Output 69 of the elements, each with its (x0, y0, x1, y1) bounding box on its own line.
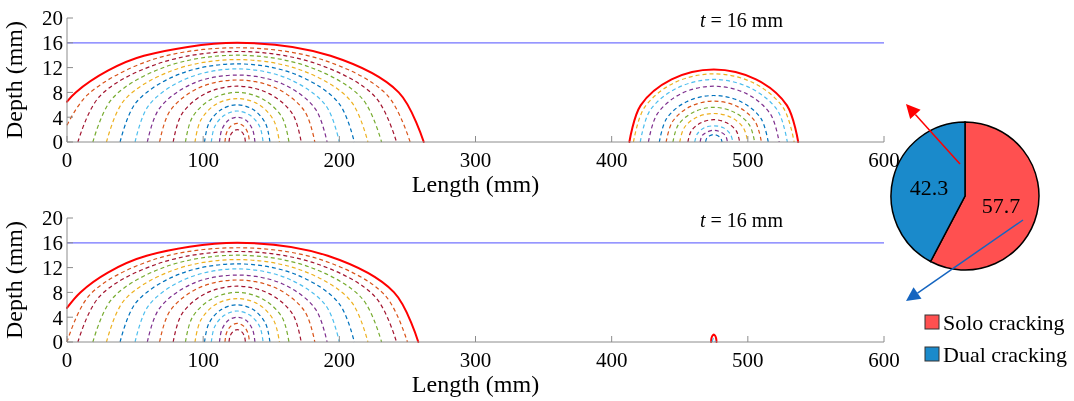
line-series (218, 116, 256, 143)
y-tick-label: 8 (52, 280, 63, 305)
x-axis-title: Length (mm) (411, 371, 540, 397)
x-tick-label: 100 (187, 148, 219, 172)
line-series (639, 78, 788, 143)
x-tick-label: 100 (187, 348, 219, 372)
line-series (134, 268, 340, 343)
y-tick-label: 4 (52, 105, 64, 130)
data-label: 57.7 (981, 192, 1021, 218)
line-series (679, 112, 749, 143)
x-tick-label: 600 (868, 148, 900, 172)
annotation: t = 16 mm (700, 9, 784, 31)
line-series (119, 263, 355, 343)
y-tick-label: 16 (42, 231, 63, 256)
line-series (172, 85, 302, 143)
x-tick-label: 400 (595, 148, 628, 172)
y-tick-label: 0 (52, 130, 63, 155)
x-tick-label: 500 (732, 148, 764, 172)
y-tick-label: 4 (52, 305, 64, 330)
y-axis-title: Depth (mm) (1, 21, 27, 139)
x-tick-label: 300 (459, 348, 492, 372)
line-series (172, 285, 302, 343)
data-label: 42.3 (909, 174, 949, 200)
line-series (119, 63, 355, 143)
line-series (158, 79, 316, 143)
line-series (224, 122, 251, 143)
x-tick-label: 200 (323, 148, 356, 172)
line-series (218, 316, 256, 343)
line-series (228, 129, 246, 143)
line-series (694, 125, 734, 143)
y-axis-title: Depth (mm) (1, 221, 27, 339)
line-series (184, 291, 290, 343)
legend-label: Dual cracking (943, 341, 1067, 367)
line-series (194, 298, 281, 343)
legend-label: Solo cracking (943, 309, 1065, 335)
line-series (146, 274, 328, 343)
line-series (210, 110, 264, 143)
y-tick-label: 20 (42, 6, 63, 31)
y-tick-label: 20 (42, 206, 63, 231)
y-tick-label: 16 (42, 31, 63, 56)
line-series (203, 304, 271, 343)
line-series (705, 133, 723, 143)
x-tick-label: 600 (868, 348, 900, 372)
x-tick-label: 200 (323, 348, 356, 372)
line-series (687, 119, 741, 143)
y-tick-label: 0 (52, 330, 63, 355)
x-tick-label: 500 (732, 348, 764, 372)
x-axis-title: Length (mm) (411, 171, 540, 197)
line-series (194, 98, 281, 143)
line-series (158, 279, 316, 343)
line-series (210, 310, 264, 343)
line-series (228, 329, 246, 343)
x-tick-label: 300 (459, 148, 492, 172)
line-series (224, 322, 251, 343)
y-tick-label: 12 (42, 55, 63, 80)
y-tick-label: 12 (42, 255, 63, 280)
line-series (658, 94, 769, 143)
line-series (134, 68, 340, 143)
line-series (184, 91, 290, 143)
line-series (665, 100, 763, 143)
line-series (203, 104, 271, 143)
x-tick-label: 400 (595, 348, 628, 372)
y-tick-label: 8 (52, 80, 63, 105)
line-series (647, 85, 780, 143)
line-series (710, 333, 718, 343)
line-series (699, 129, 729, 143)
line-series (146, 74, 328, 143)
annotation: t = 16 mm (700, 209, 784, 231)
line-series (672, 106, 756, 143)
